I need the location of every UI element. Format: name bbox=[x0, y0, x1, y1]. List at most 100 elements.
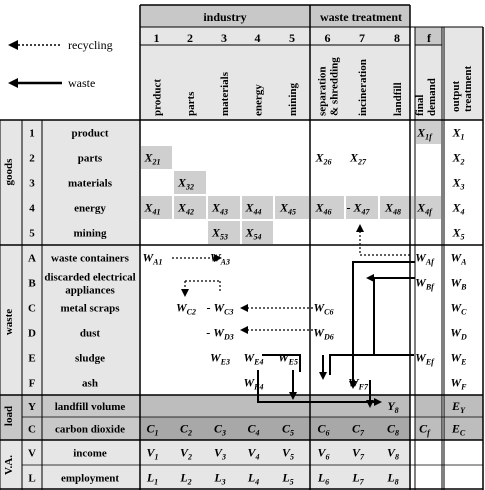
recycling-legend-arrowhead bbox=[8, 40, 18, 50]
arrowhead bbox=[289, 392, 297, 400]
column-name-3: materials bbox=[219, 71, 231, 116]
row-code: F bbox=[29, 378, 36, 390]
goods-section-label: goods bbox=[3, 158, 15, 186]
row-code: 1 bbox=[29, 128, 35, 140]
cell-value: L3 bbox=[213, 471, 225, 487]
row-label: dust bbox=[80, 328, 101, 340]
cell-value: X27 bbox=[349, 151, 367, 167]
cell-value: V4 bbox=[247, 446, 259, 462]
column-numbers: 1 2 3 4 5 6 7 8 bbox=[154, 31, 401, 45]
cell-value: WE3 bbox=[210, 351, 230, 367]
column-number-1: 1 bbox=[154, 31, 160, 45]
cell-value: L4 bbox=[247, 471, 259, 487]
cell-shade bbox=[141, 146, 172, 169]
group-header-band bbox=[140, 5, 410, 27]
row-label: product bbox=[71, 128, 108, 140]
cell-value: X1 bbox=[451, 126, 464, 142]
final-demand-col-f: f bbox=[427, 31, 432, 45]
recycling-legend-label: recycling bbox=[68, 38, 113, 52]
cell-value: WD6 bbox=[313, 326, 333, 342]
column-name-2: parts bbox=[185, 91, 197, 116]
cell-value: C6 bbox=[317, 422, 329, 438]
arrowhead bbox=[366, 274, 374, 282]
cell-value: X1f bbox=[416, 126, 433, 142]
output-treatment-header: treatment bbox=[462, 65, 474, 112]
arrowhead bbox=[349, 381, 357, 389]
row-code: 5 bbox=[29, 228, 35, 240]
cell-value: L7 bbox=[351, 471, 364, 487]
cell-value: X21 bbox=[143, 151, 160, 167]
row-code: Y bbox=[28, 401, 36, 413]
background-shading bbox=[0, 5, 483, 490]
cell-value: X53 bbox=[211, 226, 228, 242]
cell-value: X48 bbox=[384, 201, 401, 217]
arrowhead bbox=[366, 400, 374, 408]
cell-value: L8 bbox=[386, 471, 398, 487]
row-label: energy bbox=[74, 203, 106, 215]
cell-value: WC2 bbox=[176, 301, 196, 317]
cell-value: WE5 bbox=[278, 351, 298, 367]
column-name-1: product bbox=[152, 79, 164, 116]
column-name-6: separation bbox=[317, 67, 329, 117]
cell-shade bbox=[174, 196, 206, 219]
row-code: C bbox=[28, 424, 36, 436]
row-code: V bbox=[28, 448, 36, 460]
waste-treatment-header: waste treatment bbox=[320, 10, 402, 24]
row-label: carbon dioxide bbox=[55, 424, 125, 436]
waste-section-label: waste bbox=[3, 309, 15, 335]
cell-shade bbox=[242, 221, 273, 244]
cell-value: WC6 bbox=[313, 301, 333, 317]
legend: recycling waste bbox=[8, 38, 113, 90]
arrowhead bbox=[319, 372, 327, 380]
cell-value: WA1 bbox=[142, 251, 162, 267]
cell-value: WD bbox=[450, 326, 467, 342]
cell-value: - WD3 bbox=[206, 326, 233, 342]
cell-value: X5 bbox=[451, 226, 464, 242]
cell-value: WE bbox=[450, 351, 466, 367]
row-code: 3 bbox=[29, 178, 35, 190]
cell-value: X41 bbox=[143, 201, 160, 217]
cell-shade bbox=[141, 196, 172, 219]
cell-value: X2 bbox=[451, 151, 464, 167]
row-label: discarded electrical bbox=[44, 272, 135, 284]
final-demand-header: final bbox=[414, 95, 426, 116]
cell-value: Y8 bbox=[387, 399, 398, 415]
output-treatment-band bbox=[444, 27, 483, 120]
waste-arrow-containers bbox=[352, 261, 415, 382]
cell-value: WA bbox=[450, 251, 467, 267]
cell-shade bbox=[208, 196, 240, 219]
row-label: waste containers bbox=[51, 253, 130, 265]
row-code: B bbox=[28, 278, 36, 290]
waste-arrow-sludge-f bbox=[373, 278, 414, 356]
grid-lines bbox=[0, 4, 484, 490]
cell-value: V7 bbox=[352, 446, 365, 462]
row-label: materials bbox=[68, 178, 113, 190]
arrowhead bbox=[214, 254, 222, 262]
cell-value: X45 bbox=[279, 201, 296, 217]
output-treatment-header: output bbox=[450, 80, 462, 112]
cell-value: X26 bbox=[314, 151, 331, 167]
cell-value: WEf bbox=[415, 351, 435, 367]
cell-shade bbox=[346, 196, 378, 219]
column-number-2: 2 bbox=[187, 31, 193, 45]
row-label: ash bbox=[82, 378, 98, 390]
column-number-band bbox=[140, 27, 410, 45]
recycling-arrow-incineration bbox=[359, 232, 410, 256]
cell-value: X4 bbox=[451, 201, 464, 217]
column-number-5: 5 bbox=[289, 31, 295, 45]
cell-value: WE4 bbox=[243, 351, 263, 367]
load-f-band bbox=[415, 395, 442, 440]
cell-value: - X47 bbox=[346, 201, 370, 217]
row-label: landfill volume bbox=[55, 401, 126, 413]
row-label: employment bbox=[61, 473, 119, 485]
cell-value: C7 bbox=[352, 422, 365, 438]
cell-value: X46 bbox=[314, 201, 331, 217]
cell-shade bbox=[174, 171, 206, 194]
va-section-label: V.A. bbox=[3, 455, 15, 475]
arrowhead bbox=[240, 326, 248, 334]
column-number-6: 6 bbox=[325, 31, 331, 45]
cell-value: C5 bbox=[282, 422, 294, 438]
cell-value: - WC3 bbox=[206, 301, 233, 317]
